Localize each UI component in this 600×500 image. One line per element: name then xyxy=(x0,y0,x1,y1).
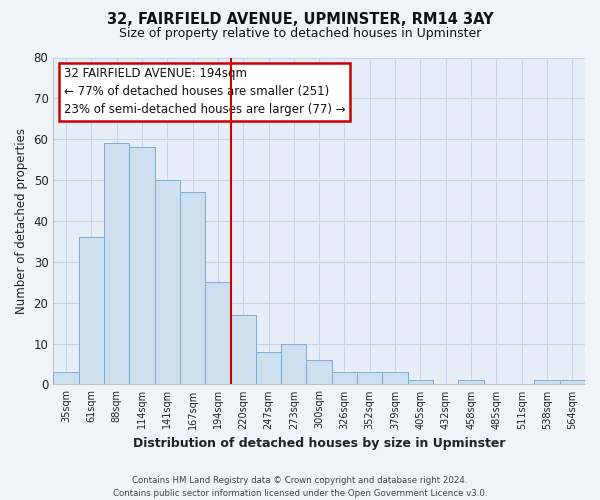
Bar xyxy=(408,380,433,384)
Text: 32 FAIRFIELD AVENUE: 194sqm
← 77% of detached houses are smaller (251)
23% of se: 32 FAIRFIELD AVENUE: 194sqm ← 77% of det… xyxy=(64,68,346,116)
Bar xyxy=(230,315,256,384)
Y-axis label: Number of detached properties: Number of detached properties xyxy=(15,128,28,314)
X-axis label: Distribution of detached houses by size in Upminster: Distribution of detached houses by size … xyxy=(133,437,505,450)
Bar xyxy=(104,144,129,384)
Bar xyxy=(79,238,104,384)
Bar xyxy=(535,380,560,384)
Bar xyxy=(458,380,484,384)
Bar xyxy=(256,352,281,384)
Bar xyxy=(332,372,357,384)
Text: Size of property relative to detached houses in Upminster: Size of property relative to detached ho… xyxy=(119,28,481,40)
Bar xyxy=(180,192,205,384)
Bar xyxy=(357,372,382,384)
Bar xyxy=(382,372,408,384)
Bar xyxy=(129,148,155,384)
Bar xyxy=(155,180,180,384)
Bar xyxy=(281,344,307,384)
Text: Contains HM Land Registry data © Crown copyright and database right 2024.
Contai: Contains HM Land Registry data © Crown c… xyxy=(113,476,487,498)
Text: 32, FAIRFIELD AVENUE, UPMINSTER, RM14 3AY: 32, FAIRFIELD AVENUE, UPMINSTER, RM14 3A… xyxy=(107,12,493,28)
Bar xyxy=(560,380,585,384)
Bar xyxy=(53,372,79,384)
Bar xyxy=(205,282,230,384)
Bar xyxy=(307,360,332,384)
